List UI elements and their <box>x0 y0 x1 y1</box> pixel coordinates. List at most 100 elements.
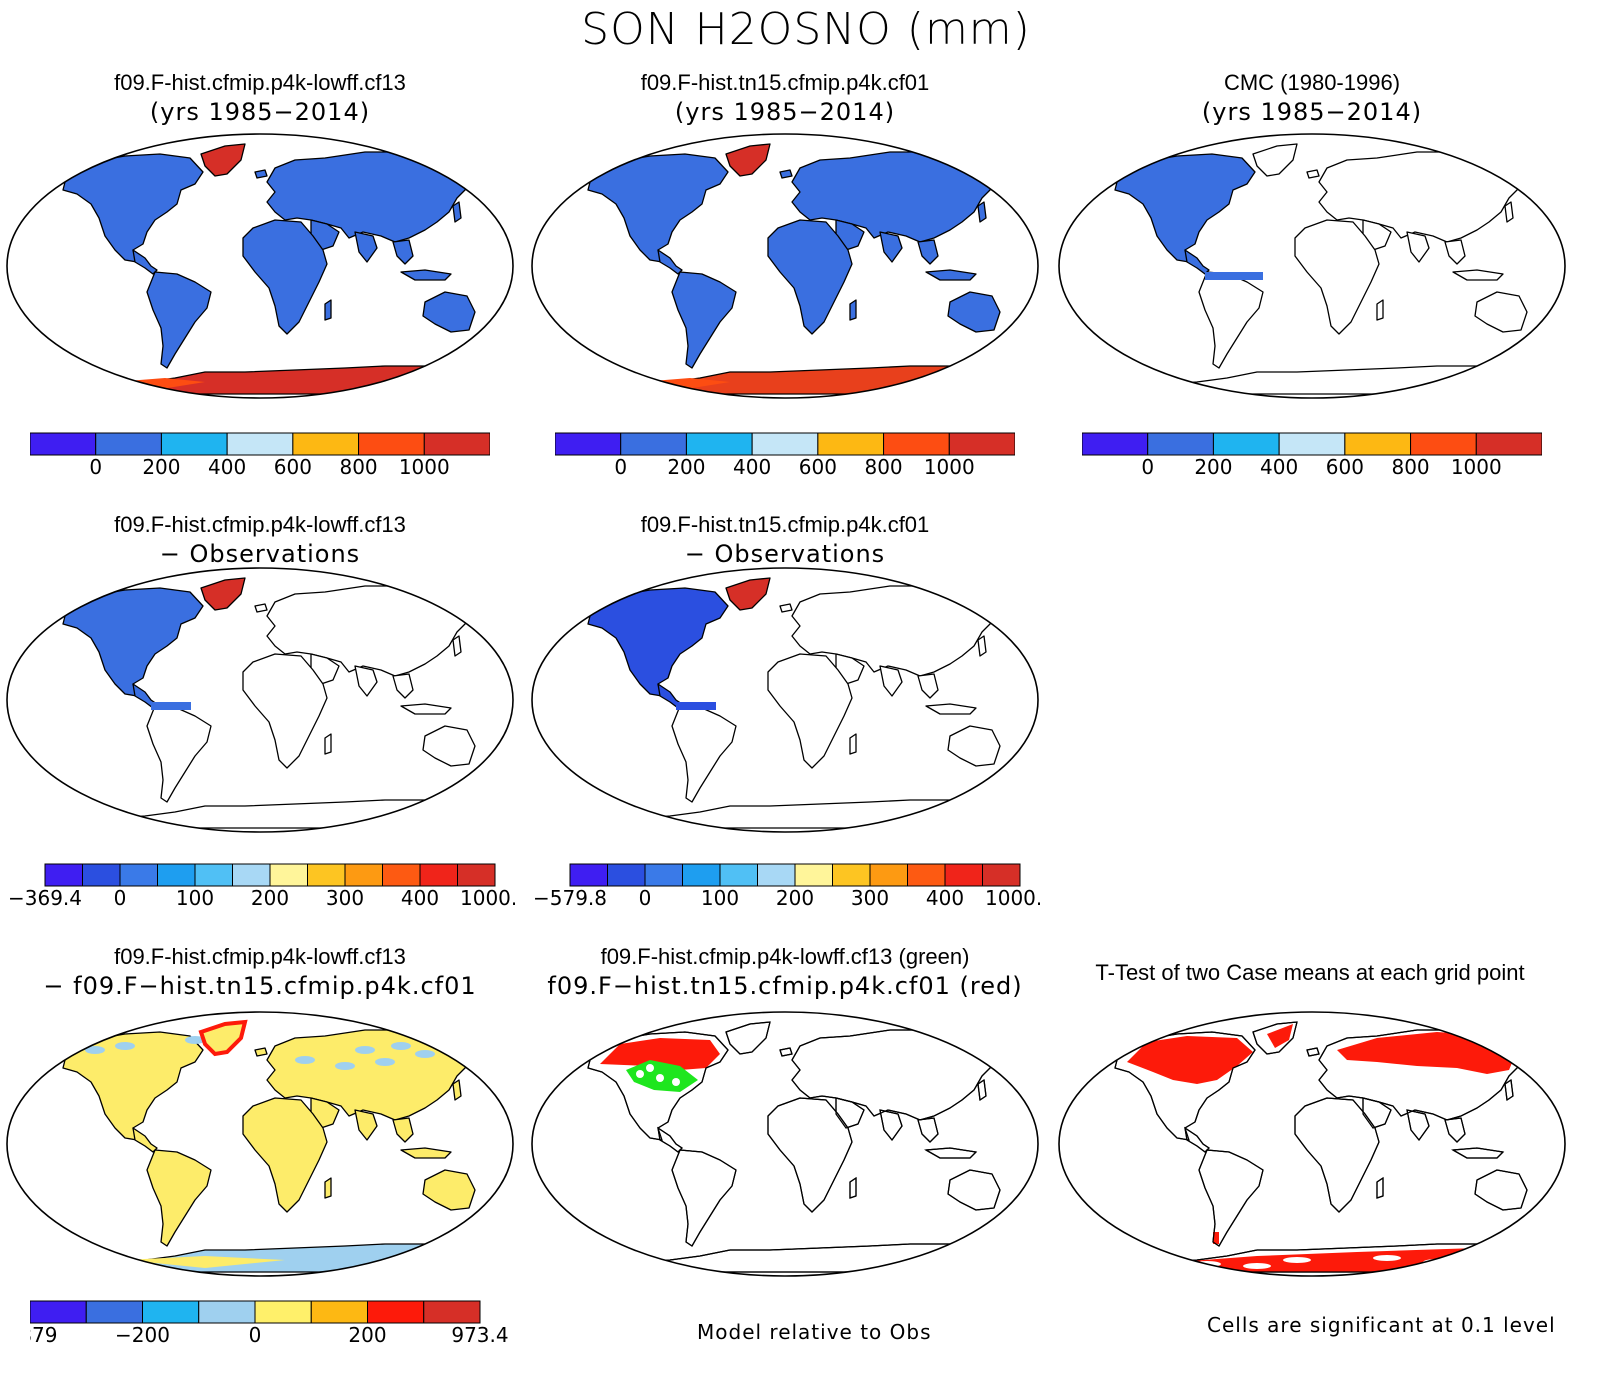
colorbar-swatch <box>226 432 294 456</box>
red-area <box>600 1038 720 1070</box>
colorbar-swatch <box>358 432 425 456</box>
gap <box>646 1064 654 1072</box>
colorbar-tick-label: 100 <box>176 886 214 907</box>
coast-seAsia <box>1444 1117 1466 1143</box>
colorbar-swatch <box>457 863 496 887</box>
colorbar-swatch <box>682 863 721 887</box>
panel-case2: f09.F-hist.tn15.cfmip.p4k.cf01 (yrs 1985… <box>525 66 1045 476</box>
cooling-patch <box>115 1042 135 1050</box>
land-iceland <box>779 603 793 613</box>
colorbar-tick-label: 0 <box>89 455 102 476</box>
colorbar-swatch <box>948 432 1015 456</box>
land-indonesia <box>400 269 452 281</box>
insignificant-patch <box>1283 1257 1311 1263</box>
land-greenland <box>200 143 246 177</box>
land-japan <box>452 635 462 657</box>
land-greenland <box>200 577 246 611</box>
land-japan <box>977 635 987 657</box>
panel-case1-minus-obs: f09.F-hist.cfmip.p4k-lowff.cf13 − Observ… <box>0 508 520 928</box>
panel-title: f09.F-hist.cfmip.p4k-lowff.cf13 (green) <box>600 944 970 969</box>
land-northAmerica <box>62 587 204 697</box>
colorbar: 0 200 400 600 800 1000 <box>30 432 490 476</box>
map-border <box>531 133 1039 399</box>
coast-africa <box>1294 1097 1380 1213</box>
land-indonesia <box>925 269 977 281</box>
coast-greenland <box>725 1021 771 1055</box>
cooling-patch <box>391 1042 411 1050</box>
land-southAmerica <box>671 271 737 369</box>
land-madagascar <box>849 299 857 321</box>
colorbar-swatch <box>1212 432 1280 456</box>
land-japan <box>977 201 987 223</box>
panel-subtitle: − Observations <box>684 540 886 568</box>
colorbar-swatch <box>198 1300 256 1324</box>
land-australia <box>422 1169 476 1211</box>
diff-band <box>151 702 191 710</box>
land-madagascar <box>1376 299 1384 321</box>
colorbar-tick-label: 200 <box>142 455 180 476</box>
coast-africa <box>767 1097 853 1213</box>
colorbar-swatch <box>423 432 490 456</box>
panel-title: CMC (1980-1996) <box>1223 70 1401 95</box>
coast-iceland <box>1306 1047 1320 1057</box>
land-southAmerica <box>146 271 212 369</box>
panel-subtitle: − Observations <box>159 540 361 568</box>
colorbar-tick-label: 1000.2 <box>460 886 515 907</box>
coast-australia <box>947 1169 1001 1211</box>
colorbar-swatch <box>157 863 196 887</box>
colorbar-swatch <box>194 863 233 887</box>
land-greenland <box>1252 143 1298 177</box>
land-madagascar <box>324 299 332 321</box>
colorbar-swatch <box>1344 432 1412 456</box>
colorbar-tick-label: 200 <box>667 455 705 476</box>
colorbar-tick-label: 200 <box>348 1323 386 1344</box>
colorbar-tick-label: 200 <box>1194 455 1232 476</box>
colorbar-swatch <box>423 1300 481 1324</box>
land-newZealand <box>1015 1215 1025 1235</box>
colorbar-tick-label: 1000 <box>399 455 450 476</box>
colorbar-tick-label: 973.4 <box>451 1323 508 1344</box>
colorbar-swatch <box>1278 432 1346 456</box>
land-southAmerica <box>146 1149 212 1247</box>
colorbar-tick-label: −369.4 <box>8 886 82 907</box>
coast-northAmerica <box>587 1031 729 1141</box>
colorbar-swatch <box>30 432 97 456</box>
significant-antarctica <box>1161 1248 1485 1272</box>
colorbar-swatch <box>620 432 687 456</box>
cooling-patch <box>85 1046 105 1054</box>
cooling-patch <box>335 1062 355 1070</box>
colorbar-swatch <box>344 863 383 887</box>
colorbar-tick-label: 400 <box>926 886 964 907</box>
colorbar-tick-label: 600 <box>799 455 837 476</box>
colorbar-swatch <box>254 1300 312 1324</box>
land-newZealand <box>490 1215 500 1235</box>
land-japan <box>452 201 462 223</box>
land-india <box>879 231 903 263</box>
colorbar-swatch <box>95 432 162 456</box>
map-border <box>6 1011 514 1277</box>
map-border <box>531 567 1039 833</box>
coast-arabia <box>1362 1097 1392 1129</box>
land-indonesia <box>400 1147 452 1159</box>
cooling-patch <box>415 1050 435 1058</box>
colorbar-tick-label: 400 <box>1260 455 1298 476</box>
panel-green-red: f09.F-hist.cfmip.p4k-lowff.cf13 (green) … <box>525 940 1045 1380</box>
land-madagascar <box>324 733 332 755</box>
panel-case-difference: f09.F-hist.cfmip.p4k-lowff.cf13 − f09.F−… <box>0 940 520 1380</box>
significance-note: Cells are significant at 0.1 level <box>1207 1313 1556 1337</box>
colorbar-tick-label: −200 <box>115 1323 170 1344</box>
colorbar-tick-label: 300 <box>851 886 889 907</box>
colorbar-tick-label: 300 <box>326 886 364 907</box>
land-india <box>879 665 903 697</box>
colorbar-tick-label: 1000.1 <box>985 886 1040 907</box>
world-map <box>6 133 514 399</box>
land-indonesia <box>925 703 977 715</box>
land-india <box>354 231 378 263</box>
map-border <box>1058 133 1566 399</box>
land-iceland <box>254 1047 268 1057</box>
panel-subtitle: (yrs 1985−2014) <box>1201 98 1423 126</box>
land-madagascar <box>324 1177 332 1199</box>
coast-australia <box>1474 1169 1528 1211</box>
panel-title: f09.F-hist.cfmip.p4k-lowff.cf13 <box>114 70 406 95</box>
colorbar-tick-label: 200 <box>251 886 289 907</box>
